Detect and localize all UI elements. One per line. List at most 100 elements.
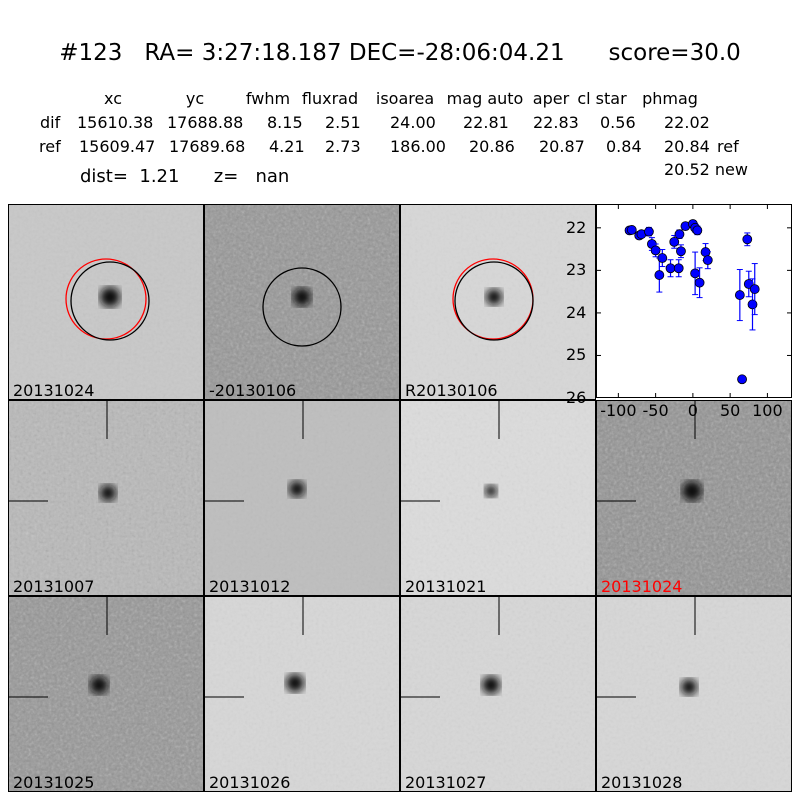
thumbnail-date-label: 20131021 bbox=[405, 577, 487, 596]
source-blob bbox=[100, 287, 120, 307]
phmag-new: 20.52 new bbox=[664, 160, 748, 179]
candidate-title: #123 RA= 3:27:18.187 DEC=-28:06:04.21 sc… bbox=[59, 40, 741, 66]
thumbnail-date-label: -20130106 bbox=[209, 381, 297, 400]
thumbnail-panel[interactable]: 20131012 bbox=[204, 400, 400, 596]
thumbnail-image bbox=[9, 401, 203, 595]
thumbnail-panel[interactable]: 20131007 bbox=[8, 400, 204, 596]
thumbnail-panel[interactable]: 20131024 bbox=[596, 400, 792, 596]
x-tick-label: 100 bbox=[752, 401, 783, 420]
cell-value: 2.51 bbox=[325, 113, 361, 132]
data-point bbox=[702, 255, 713, 266]
source-blob bbox=[293, 288, 311, 306]
thumbnail-panel[interactable]: 20131021 bbox=[400, 400, 596, 596]
cell-value: 17688.88 bbox=[167, 113, 244, 132]
red-aperture-circle bbox=[65, 258, 147, 340]
data-point bbox=[734, 290, 745, 300]
thumbnail-date-label: 20131007 bbox=[13, 577, 95, 596]
row-label: dif bbox=[40, 113, 61, 132]
thumbnail-date-label: 20131027 bbox=[405, 773, 487, 792]
data-point bbox=[742, 234, 753, 245]
cell-value: 186.00 bbox=[390, 137, 446, 156]
cell-value: 0.56 bbox=[600, 113, 636, 132]
thumbnail-image bbox=[9, 205, 203, 399]
column-header: aper bbox=[532, 89, 570, 108]
data-point bbox=[694, 277, 705, 288]
cell-value: 2.73 bbox=[325, 137, 361, 156]
thumbnail-date-label: 20131012 bbox=[209, 577, 291, 596]
thumbnail-panel[interactable]: -20130106 bbox=[204, 204, 400, 400]
black-aperture-circle bbox=[70, 261, 150, 341]
cell-value: 15610.38 bbox=[77, 113, 154, 132]
cell-value: 24.00 bbox=[390, 113, 436, 132]
column-header: yc bbox=[185, 89, 205, 108]
data-point bbox=[674, 229, 685, 240]
column-header: mag auto bbox=[446, 89, 524, 108]
plot-frame bbox=[596, 204, 792, 398]
thumbnail-panel[interactable]: 20131025 bbox=[8, 596, 204, 792]
thumbnail-image bbox=[401, 597, 595, 791]
source-blob bbox=[681, 679, 697, 695]
y-tick-label: 23 bbox=[566, 260, 587, 280]
thumbnail-image bbox=[205, 597, 399, 791]
x-tick-label: 0 bbox=[687, 401, 698, 420]
data-point bbox=[654, 270, 665, 280]
column-header: fwhm bbox=[245, 89, 291, 108]
thumbnail-image bbox=[401, 401, 595, 595]
thumbnail-panel[interactable]: 20131024 bbox=[8, 204, 204, 400]
source-blob bbox=[485, 485, 497, 497]
cell-value: 0.84 bbox=[606, 137, 642, 156]
thumbnail-date-label: 20131026 bbox=[209, 773, 291, 792]
thumbnail-date-label: 20131028 bbox=[601, 773, 683, 792]
source-blob bbox=[100, 485, 116, 501]
cell-value: 20.84 bbox=[664, 137, 710, 156]
black-aperture-circle bbox=[262, 267, 342, 347]
thumbnail-date-label: R20130106 bbox=[405, 381, 498, 400]
source-blob bbox=[289, 481, 305, 497]
data-point bbox=[657, 253, 668, 263]
thumbnail-image bbox=[205, 401, 399, 595]
x-tick-label: 50 bbox=[719, 401, 741, 420]
thumbnail-date-label: 20131024 bbox=[13, 381, 95, 400]
row-note: ref bbox=[717, 137, 739, 156]
cell-value: 17689.68 bbox=[169, 137, 246, 156]
thumbnail-date-label: 20131024 bbox=[601, 577, 683, 596]
data-point bbox=[749, 284, 760, 294]
column-header: phmag bbox=[642, 89, 698, 108]
x-tick-label: -100 bbox=[600, 401, 637, 420]
source-blob bbox=[286, 674, 304, 692]
column-header: xc bbox=[104, 89, 122, 108]
cell-value: 20.86 bbox=[469, 137, 515, 156]
data-point bbox=[626, 225, 637, 235]
thumbnail-panel[interactable]: 20131026 bbox=[204, 596, 400, 792]
cell-value: 20.87 bbox=[539, 137, 585, 156]
cell-value: 4.21 bbox=[269, 137, 305, 156]
data-point bbox=[690, 268, 701, 279]
black-aperture-circle bbox=[454, 261, 534, 341]
thumbnail-image bbox=[597, 401, 791, 595]
cell-value: 22.02 bbox=[664, 113, 710, 132]
column-header: fluxrad bbox=[301, 89, 359, 108]
data-point bbox=[644, 226, 654, 237]
column-header: isoarea bbox=[375, 89, 435, 108]
data-point bbox=[673, 263, 684, 274]
cell-value: 15609.47 bbox=[79, 137, 156, 156]
y-tick-label: 25 bbox=[566, 345, 587, 365]
x-tick-label: -50 bbox=[642, 401, 669, 420]
row-label: ref bbox=[39, 137, 61, 156]
thumbnail-date-label: 20131025 bbox=[13, 773, 95, 792]
cell-value: 8.15 bbox=[267, 113, 303, 132]
data-point bbox=[692, 225, 703, 236]
y-tick-label: 22 bbox=[566, 217, 587, 237]
source-blob bbox=[90, 676, 108, 694]
thumbnail-panel[interactable]: R20130106 bbox=[400, 204, 596, 400]
thumbnail-image bbox=[401, 205, 595, 399]
column-header: cl star bbox=[577, 89, 627, 108]
cell-value: 22.81 bbox=[463, 113, 509, 132]
thumbnail-panel[interactable]: 20131028 bbox=[596, 596, 792, 792]
y-tick-label: 26 bbox=[566, 388, 587, 407]
light-curve-plot: -100 -50 0 50 100 22 23 24 25 26 bbox=[566, 204, 792, 420]
thumbnail-panel[interactable]: 20131027 bbox=[400, 596, 596, 792]
data-point bbox=[737, 374, 747, 385]
thumbnail-image bbox=[597, 597, 791, 791]
